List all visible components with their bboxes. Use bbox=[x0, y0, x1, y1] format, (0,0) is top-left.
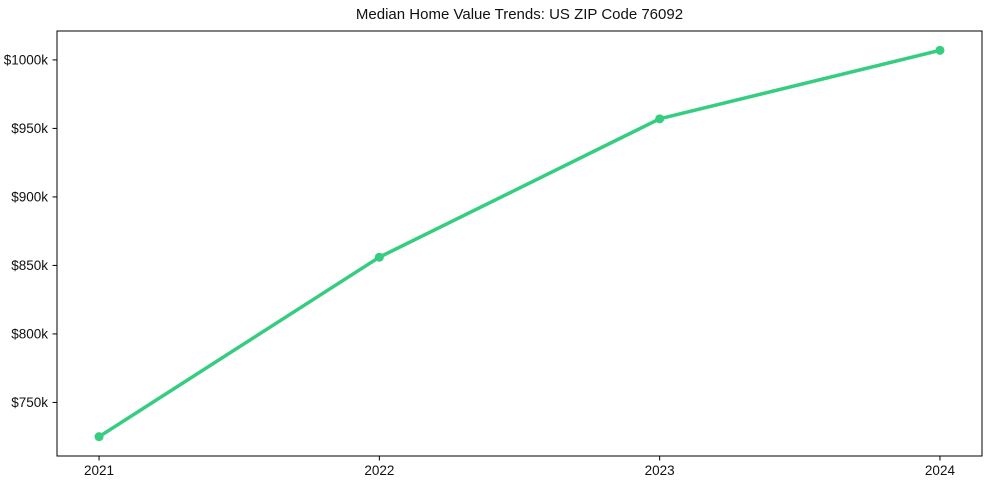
x-tick-label: 2022 bbox=[364, 463, 394, 478]
data-point-marker bbox=[655, 114, 665, 124]
x-tick-label: 2023 bbox=[645, 463, 675, 478]
y-tick-label: $950k bbox=[11, 121, 48, 136]
data-point-marker bbox=[374, 252, 384, 262]
chart-title: Median Home Value Trends: US ZIP Code 76… bbox=[355, 6, 684, 23]
y-tick-label: $1000k bbox=[4, 52, 49, 67]
x-tick-label: 2024 bbox=[925, 463, 956, 478]
data-point-marker bbox=[94, 432, 104, 442]
x-tick-label: 2021 bbox=[84, 463, 114, 478]
y-tick-label: $850k bbox=[11, 258, 48, 273]
y-tick-label: $800k bbox=[11, 326, 48, 341]
trend-line bbox=[97, 48, 942, 439]
y-tick-label: $750k bbox=[11, 395, 48, 410]
data-point-marker bbox=[935, 45, 945, 55]
plot-border bbox=[56, 30, 983, 457]
y-tick-label: $900k bbox=[11, 189, 48, 204]
